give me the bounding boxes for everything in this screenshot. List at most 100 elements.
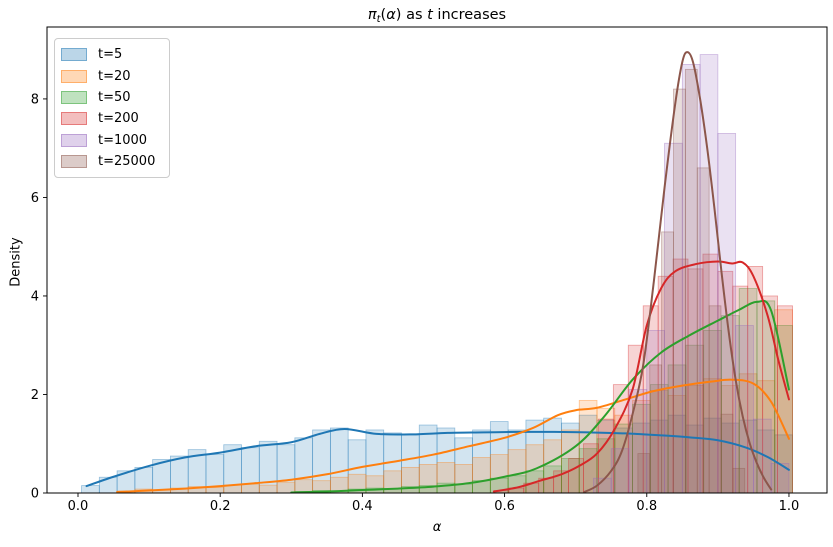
- chart-title-segment: π: [367, 7, 377, 23]
- hist-bar-t=20: [774, 309, 793, 493]
- x-axis-label: α: [432, 520, 442, 535]
- x-axis-tick-label: 0.6: [494, 499, 515, 514]
- hist-t=5: [81, 414, 793, 493]
- hist-bar-t=5: [329, 427, 349, 493]
- legend-label: t=5: [98, 47, 123, 63]
- x-axis-tick-label: 1.0: [779, 499, 800, 514]
- hist-bar-t=5: [258, 440, 278, 493]
- x-axis-tick-label: 0.2: [210, 499, 231, 514]
- y-axis-tick-label: 2: [31, 388, 39, 403]
- hist-bar-t=50: [578, 448, 598, 493]
- legend-label: t=200: [98, 111, 139, 127]
- chart-title-segment: (: [380, 7, 387, 23]
- chart-title: πt(α) as t increases: [368, 7, 506, 25]
- hist-bar-t=50: [649, 384, 669, 493]
- y-axis-tick-label: 6: [31, 191, 39, 206]
- hist-bar-t=25000: [708, 305, 722, 493]
- legend-label: t=50: [98, 89, 131, 105]
- hist-bar-t=20: [241, 483, 260, 493]
- hist-bar-t=20: [472, 457, 491, 493]
- hist-bar-t=50: [667, 364, 687, 493]
- hist-bar-t=5: [312, 429, 331, 493]
- hist-bar-t=50: [614, 423, 633, 493]
- chart-title-segment: t: [376, 14, 381, 25]
- hist-bar-t=25000: [661, 231, 674, 493]
- hist-bar-t=20: [738, 373, 758, 493]
- legend-swatch: [61, 133, 87, 147]
- hist-bar-t=5: [614, 427, 633, 493]
- hist-bar-t=5: [436, 427, 456, 493]
- hist-bar-t=200: [747, 265, 764, 493]
- chart-title-segment: increases: [432, 7, 507, 23]
- hist-bar-t=50: [738, 288, 758, 493]
- legend-item-t=1000: t=1000: [61, 130, 161, 151]
- hist-t=25000: [637, 68, 746, 493]
- hist-bar-t=20: [294, 479, 314, 493]
- legend-swatch: [61, 155, 87, 169]
- legend-item-t=50: t=50: [61, 87, 161, 108]
- legend-swatch: [61, 112, 87, 126]
- legend-swatch: [61, 69, 87, 83]
- plot-border: [46, 26, 828, 494]
- hist-bar-t=50: [703, 330, 722, 493]
- hist-bar-t=5: [667, 414, 687, 493]
- hist-bar-t=1000: [735, 325, 754, 493]
- legend-item-t=200: t=200: [61, 108, 161, 129]
- legend-item-t=5: t=5: [61, 44, 161, 65]
- legend-item-t=25000: t=25000: [61, 151, 161, 172]
- y-axis-label: Density: [8, 237, 24, 287]
- hist-bar-t=25000: [649, 364, 663, 493]
- chart-title-segment: t: [427, 7, 433, 23]
- legend: t=5 t=20 t=50 t=200 t=1000 t=25000: [54, 38, 170, 179]
- hist-bar-t=1000: [664, 142, 683, 493]
- hist-bar-t=5: [170, 455, 189, 493]
- hist-bar-t=1000: [753, 418, 772, 493]
- hist-bar-t=1000: [593, 477, 612, 493]
- hist-bar-t=20: [187, 486, 207, 493]
- hist-bar-t=20: [578, 399, 598, 493]
- hist-bar-t=25000: [637, 453, 651, 493]
- legend-swatch: [61, 48, 87, 62]
- hist-t=1000: [593, 54, 790, 493]
- hist-t=50: [294, 288, 793, 493]
- y-axis: 0 2 4 6 8: [31, 92, 47, 502]
- hist-bar-t=200: [672, 258, 689, 493]
- hist-bar-t=200: [657, 275, 674, 493]
- histograms: [81, 54, 793, 493]
- x-axis-tick-label: 0.4: [352, 499, 373, 514]
- legend-label: t=1000: [98, 132, 148, 148]
- hist-bar-t=20: [401, 466, 420, 493]
- hist-bar-t=20: [756, 380, 776, 493]
- hist-bar-t=20: [205, 487, 225, 493]
- x-axis-tick-label: 0.0: [68, 499, 89, 514]
- y-axis-tick-label: 4: [31, 289, 39, 304]
- kde-line-t=20: [116, 378, 790, 493]
- hist-bar-t=20: [667, 395, 687, 493]
- x-axis: 0.0 0.2 0.4 0.6 0.8 1.0: [68, 493, 800, 514]
- y-axis-tick-label: 8: [31, 92, 39, 107]
- legend-item-t=20: t=20: [61, 65, 161, 86]
- hist-bar-t=5: [738, 419, 758, 493]
- hist-bar-t=5: [365, 429, 385, 493]
- kde-line-t=50: [290, 299, 790, 493]
- hist-bar-t=25000: [720, 413, 734, 493]
- chart-title-segment: as: [401, 7, 428, 23]
- hist-bar-t=5: [507, 429, 527, 493]
- hist-bar-t=20: [632, 399, 651, 493]
- hist-bar-t=5: [223, 444, 242, 493]
- hist-bar-t=50: [401, 486, 420, 493]
- hist-bar-t=1000: [646, 330, 665, 493]
- hist-bar-t=20: [276, 481, 296, 493]
- hist-bar-t=25000: [732, 467, 746, 493]
- kde-line-t=5: [85, 427, 790, 488]
- hist-bar-t=5: [152, 459, 171, 493]
- hist-bar-t=5: [596, 419, 616, 493]
- hist-bar-t=200: [702, 253, 719, 493]
- hist-bar-t=25000: [673, 88, 686, 493]
- kde-curves: [85, 51, 790, 493]
- hist-bar-t=20: [703, 378, 722, 493]
- kde-line-t=200: [492, 260, 790, 493]
- y-axis-tick-label: 0: [31, 487, 39, 502]
